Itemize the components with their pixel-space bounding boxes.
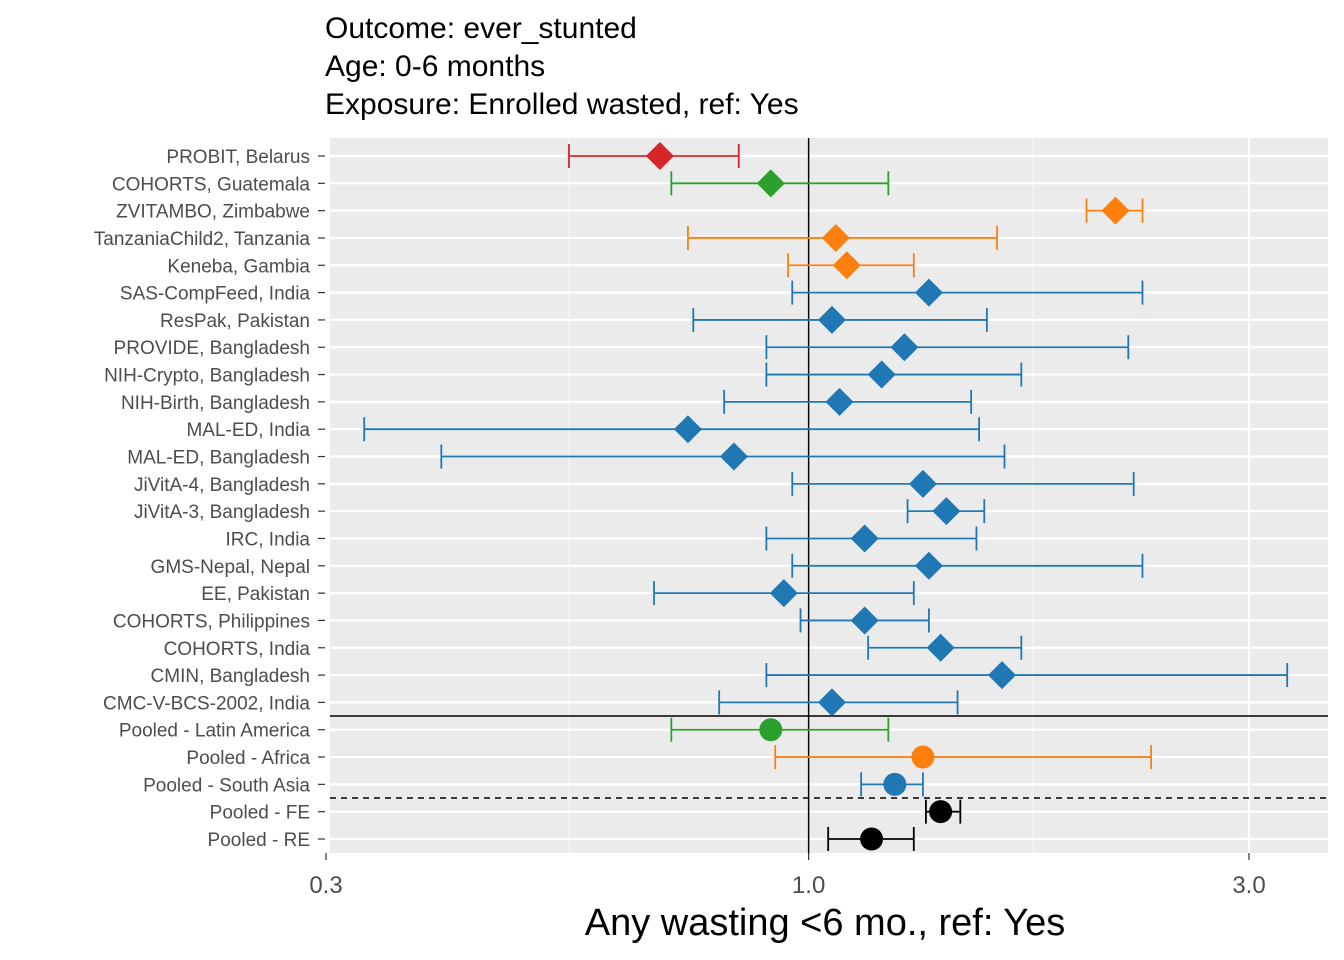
point-estimate-diamond <box>914 278 943 307</box>
row-mark-pooled-fe <box>925 799 962 824</box>
row-mark-jivita-4-bangladesh <box>791 469 1135 498</box>
row-mark-cmin-bangladesh <box>765 661 1289 690</box>
point-estimate-diamond <box>673 415 702 444</box>
point-estimate-circle <box>929 800 953 824</box>
reference-lines <box>330 138 1328 853</box>
row-mark-probit-belarus <box>568 142 740 170</box>
y-axis-label: GMS-Nepal, Nepal <box>151 557 310 578</box>
y-axis-label: EE, Pakistan <box>201 584 310 605</box>
y-axis-label: MAL-ED, Bangladesh <box>127 448 310 469</box>
y-axis-label: Pooled - South Asia <box>143 775 310 796</box>
y-axis-label: ResPak, Pakistan <box>160 311 310 332</box>
point-estimate-diamond <box>645 142 674 170</box>
y-axis-label: COHORTS, Guatemala <box>112 174 311 195</box>
point-estimate-diamond <box>817 305 846 334</box>
y-axis-label: ZVITAMBO, Zimbabwe <box>116 202 310 223</box>
row-mark-ee-pakistan <box>653 579 915 608</box>
y-axis-label: IRC, India <box>226 529 311 550</box>
row-mark-gms-nepal-nepal <box>791 551 1144 580</box>
point-estimate-diamond <box>1101 196 1130 225</box>
y-axis-label: MAL-ED, India <box>186 420 310 441</box>
y-axis-labels: PROBIT, Belarus COHORTS, Guatemala ZVITAMB… <box>94 147 325 851</box>
y-axis-label: COHORTS, Philippines <box>113 611 310 632</box>
x-tick-label: 3.0 <box>1232 872 1265 899</box>
row-mark-cohorts-india <box>867 633 1023 662</box>
title-age: Age: 0-6 months <box>325 50 546 83</box>
row-mark-provide-bangladesh <box>765 333 1130 362</box>
row-mark-mal-ed-india <box>363 415 980 444</box>
point-estimate-diamond <box>825 387 854 416</box>
point-estimate-diamond <box>817 688 846 717</box>
point-estimate-circle <box>911 745 935 769</box>
point-estimate-diamond <box>850 606 879 635</box>
row-mark-respak-pakistan <box>692 305 988 334</box>
row-mark-nih-birth-bangladesh <box>723 387 973 416</box>
y-axis-label: Keneba, Gambia <box>167 256 310 277</box>
y-axis-label: PROBIT, Belarus <box>166 147 310 168</box>
plot-panel-background <box>330 138 1328 853</box>
x-tick-label: 1.0 <box>792 872 825 899</box>
row-mark-cmc-v-bcs-2002-india <box>718 688 959 717</box>
y-axis-label: Pooled - RE <box>208 830 310 851</box>
y-axis-label: COHORTS, India <box>164 639 311 660</box>
x-tick-label: 0.3 <box>309 872 342 899</box>
row-mark-keneba-gambia <box>787 251 915 280</box>
y-axis-label: SAS-CompFeed, India <box>120 284 311 305</box>
point-estimate-diamond <box>914 551 943 580</box>
row-mark-tanzaniachild2-tanzania <box>687 223 998 252</box>
point-estimate-diamond <box>867 360 896 389</box>
x-axis: 0.3 1.0 3.0 <box>309 853 1266 899</box>
row-mark-irc-india <box>765 524 978 553</box>
row-mark-cohorts-philippines <box>799 606 930 635</box>
row-mark-pooled-latin-america <box>670 717 890 742</box>
point-estimate-diamond <box>926 633 955 662</box>
y-axis-label: PROVIDE, Bangladesh <box>114 338 310 359</box>
row-mark-pooled-re <box>827 827 915 851</box>
row-mark-pooled-africa <box>774 745 1153 770</box>
point-estimate-diamond <box>850 524 879 553</box>
y-axis-label: CMIN, Bangladesh <box>151 666 310 687</box>
row-mark-jivita-3-bangladesh <box>906 497 986 526</box>
point-estimate-diamond <box>769 579 798 608</box>
point-estimate-circle <box>883 772 907 796</box>
point-estimate-diamond <box>756 169 785 198</box>
row-mark-cohorts-guatemala <box>670 169 890 198</box>
data-marks <box>363 142 1289 851</box>
title-outcome: Outcome: ever_stunted <box>325 12 637 45</box>
point-estimate-diamond <box>890 333 919 362</box>
point-estimate-diamond <box>719 442 748 471</box>
y-axis-label: Pooled - FE <box>210 803 310 824</box>
y-axis-label: Pooled - Africa <box>186 748 310 769</box>
row-mark-zvitambo-zimbabwe <box>1085 196 1144 225</box>
y-axis-label: TanzaniaChild2, Tanzania <box>94 229 311 250</box>
y-axis-label: NIH-Birth, Bangladesh <box>121 393 310 414</box>
row-mark-mal-ed-bangladesh <box>440 442 1006 471</box>
point-estimate-diamond <box>932 497 961 526</box>
row-mark-pooled-south-asia <box>860 772 924 797</box>
row-mark-sas-compfeed-india <box>791 278 1144 307</box>
point-estimate-circle <box>860 827 884 851</box>
point-estimate-diamond <box>821 223 850 252</box>
x-axis-title: Any wasting <6 mo., ref: Yes <box>585 902 1066 944</box>
row-mark-nih-crypto-bangladesh <box>765 360 1023 389</box>
title-exposure: Exposure: Enrolled wasted, ref: Yes <box>325 88 799 121</box>
y-axis-label: CMC-V-BCS-2002, India <box>103 693 310 714</box>
point-estimate-diamond <box>832 251 861 280</box>
y-axis-label: JiVitA-4, Bangladesh <box>134 475 310 496</box>
y-axis-label: JiVitA-3, Bangladesh <box>134 502 310 523</box>
y-axis-label: Pooled - Latin America <box>119 721 311 742</box>
point-estimate-diamond <box>908 469 937 498</box>
point-estimate-diamond <box>987 661 1016 690</box>
point-estimate-circle <box>759 718 783 742</box>
y-axis-label: NIH-Crypto, Bangladesh <box>104 366 310 387</box>
chart-title: Outcome: ever_stunted Age: 0-6 months Ex… <box>325 10 799 124</box>
